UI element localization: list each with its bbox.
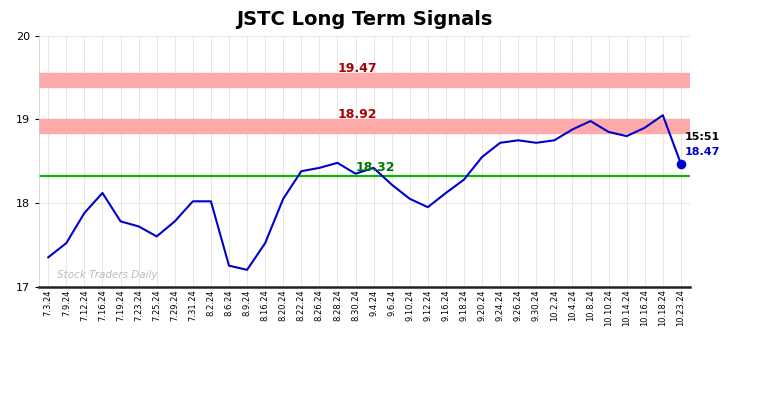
Text: 19.47: 19.47 [337,62,377,75]
Text: 18.32: 18.32 [355,161,395,174]
Text: 18.47: 18.47 [684,147,720,157]
Text: Stock Traders Daily: Stock Traders Daily [57,270,158,280]
Title: JSTC Long Term Signals: JSTC Long Term Signals [236,10,493,29]
Bar [39,74,690,87]
Point [674,160,687,167]
Text: 18.92: 18.92 [337,108,377,121]
Text: 15:51: 15:51 [684,132,720,142]
Bar [39,119,690,133]
